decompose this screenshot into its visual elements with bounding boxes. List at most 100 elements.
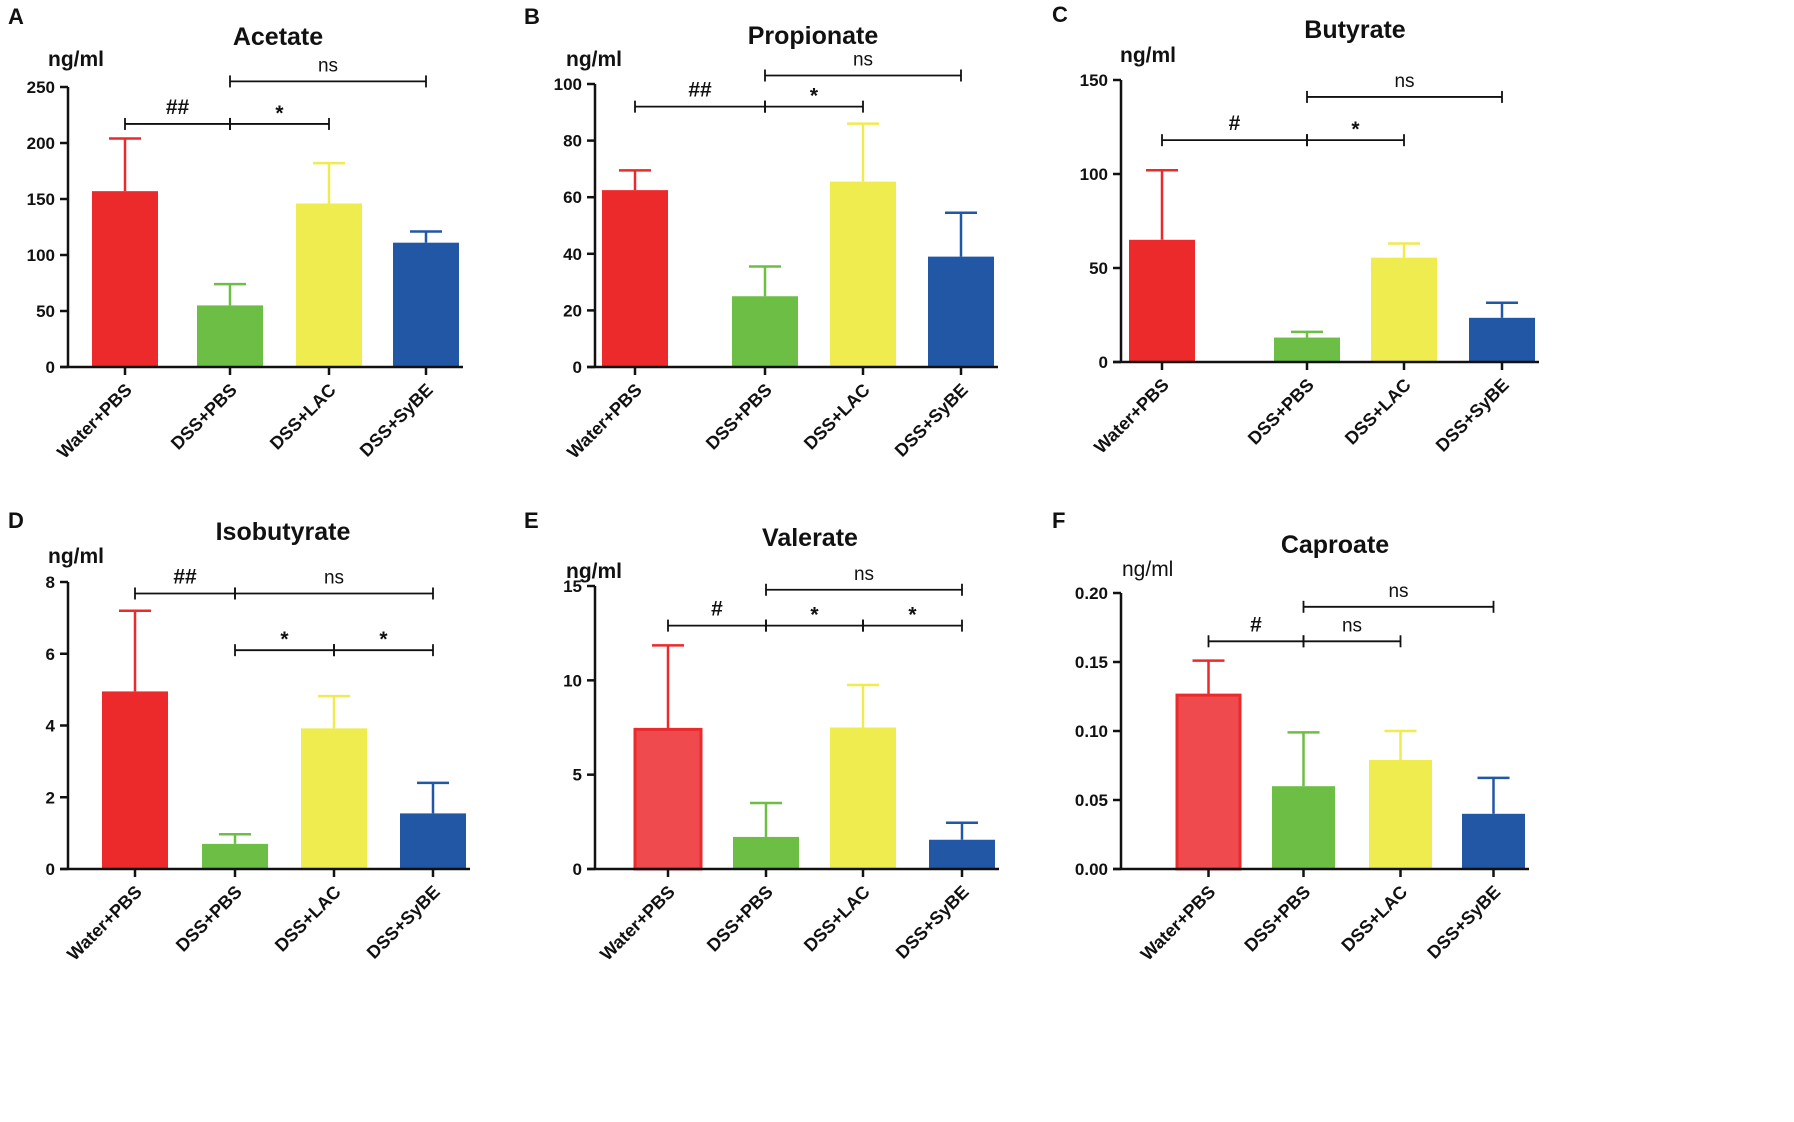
panel-c-y-tick-label-0: 0 bbox=[1099, 353, 1108, 372]
panel-d-isobutyrate-chart: D Isobutyrate ng/ml 0 2 4 6 8 Water+PBS DSS+PBS DS… bbox=[8, 508, 470, 964]
panel-b-bar-3 bbox=[928, 256, 994, 367]
panel-a-title: Acetate bbox=[233, 23, 323, 51]
panel-f-bar-2 bbox=[1369, 759, 1432, 869]
panel-d-significance-label-1: ns bbox=[324, 567, 344, 588]
panel-b-significance-bracket-2: ns bbox=[764, 50, 962, 82]
panel-f-y-tick-label-0: 0.00 bbox=[1075, 860, 1108, 879]
panel-e-significance-bracket-0: # bbox=[667, 598, 767, 632]
panel-c-butyrate-chart: C Butyrate ng/ml 0 50 100 150 Water+PBS DSS+PBS D… bbox=[1052, 2, 1539, 457]
panel-b-y-tick-label-2: 40 bbox=[563, 245, 582, 264]
panel-f-x-label-1: DSS+PBS bbox=[1240, 882, 1314, 956]
panel-b-significance-label-0: ## bbox=[688, 79, 712, 102]
panel-d-y-tick-label-4: 8 bbox=[46, 573, 55, 592]
panel-c-letter: C bbox=[1052, 2, 1068, 27]
panel-e-bar-0 bbox=[633, 727, 703, 871]
panel-e-significance-label-3: ns bbox=[854, 564, 874, 585]
panel-b-y-tick-label-0: 0 bbox=[573, 358, 582, 377]
panel-a-significance-label-1: * bbox=[275, 102, 284, 125]
panel-b-y-tick-label-4: 80 bbox=[563, 132, 582, 151]
panel-b-bar-1 bbox=[732, 296, 798, 367]
panel-e-y-tick-label-0: 0 bbox=[573, 860, 582, 879]
panel-f-x-label-0: Water+PBS bbox=[1137, 882, 1220, 965]
panel-b-y-tick-label-5: 100 bbox=[554, 75, 582, 94]
panel-b-x-label-3: DSS+SyBE bbox=[891, 380, 972, 461]
panel-e-y-tick-label-3: 15 bbox=[563, 577, 582, 596]
panel-f-caproate-chart: F Caproate ng/ml 0.00 0.05 0.10 0.15 0.20 Water+… bbox=[1052, 508, 1529, 964]
panel-c-significance-label-0: # bbox=[1229, 112, 1241, 135]
panel-f-significance-label-1: ns bbox=[1342, 615, 1362, 636]
panel-e-x-label-2: DSS+LAC bbox=[800, 882, 874, 956]
panel-a-x-label-3: DSS+SyBE bbox=[356, 380, 437, 461]
panel-d-x-label-3: DSS+SyBE bbox=[363, 882, 444, 963]
panel-f-title: Caproate bbox=[1281, 531, 1389, 559]
panel-b-significance-bracket-0: ## bbox=[634, 79, 766, 113]
panel-a-significance-bracket-0: ## bbox=[124, 96, 231, 130]
panel-e-y-tick-label-1: 5 bbox=[573, 766, 582, 785]
panel-f-y-tick-label-2: 0.10 bbox=[1075, 722, 1108, 741]
panel-d-letter: D bbox=[8, 508, 24, 533]
panel-a-x-label-1: DSS+PBS bbox=[167, 380, 241, 454]
panel-c-x-label-0: Water+PBS bbox=[1090, 375, 1173, 458]
panel-f-y-unit-label: ng/ml bbox=[1122, 558, 1173, 581]
panel-c-significance-bracket-1: * bbox=[1306, 118, 1405, 147]
panel-d-y-tick-label-1: 2 bbox=[46, 788, 55, 807]
panel-b-significance-bracket-1: * bbox=[764, 85, 864, 113]
panel-e-significance-bracket-3: ns bbox=[765, 564, 963, 596]
panel-f-significance-bracket-0: # bbox=[1207, 613, 1305, 648]
panel-c-y-tick-label-3: 150 bbox=[1080, 71, 1108, 90]
panel-c-y-unit-label: ng/ml bbox=[1120, 44, 1176, 67]
panel-c-bar-3 bbox=[1469, 317, 1535, 362]
panel-b-propionate-chart: B Propionate ng/ml 0 20 40 60 80 100 Water+PBS DSS… bbox=[524, 4, 998, 462]
panel-b-bar-2 bbox=[830, 181, 896, 367]
panel-a-letter: A bbox=[8, 4, 24, 29]
panel-e-significance-bracket-2: * bbox=[862, 604, 963, 632]
panel-c-x-label-1: DSS+PBS bbox=[1244, 375, 1318, 449]
panel-d-significance-bracket-1: ns bbox=[234, 567, 434, 600]
panel-d-x-label-0: Water+PBS bbox=[63, 882, 146, 965]
panel-d-bar-0 bbox=[102, 691, 168, 869]
panel-b-x-label-1: DSS+PBS bbox=[702, 380, 776, 454]
panel-a-bar-1 bbox=[197, 305, 263, 367]
panel-f-significance-label-0: # bbox=[1250, 613, 1262, 636]
panel-b-letter: B bbox=[524, 4, 540, 29]
panel-f-significance-label-2: ns bbox=[1388, 581, 1408, 602]
panel-e-significance-label-1: * bbox=[810, 604, 819, 627]
panel-f-bar-3 bbox=[1462, 813, 1525, 869]
panel-a-significance-bracket-1: * bbox=[229, 102, 330, 130]
panel-e-x-label-3: DSS+SyBE bbox=[892, 882, 973, 963]
panel-a-bar-0 bbox=[92, 191, 158, 367]
panel-b-y-tick-label-1: 20 bbox=[563, 301, 582, 320]
panel-c-significance-bracket-2: ns bbox=[1306, 71, 1503, 103]
panel-f-y-tick-label-4: 0.20 bbox=[1075, 584, 1108, 603]
panel-e-y-tick-label-2: 10 bbox=[563, 671, 582, 690]
panel-c-significance-bracket-0: # bbox=[1161, 112, 1308, 147]
panel-c-x-label-3: DSS+SyBE bbox=[1432, 375, 1513, 456]
panel-c-significance-label-2: ns bbox=[1394, 71, 1414, 92]
panel-d-significance-bracket-0: ## bbox=[134, 565, 236, 600]
panel-e-y-unit-label: ng/ml bbox=[566, 560, 622, 583]
panel-d-y-tick-label-3: 6 bbox=[46, 645, 55, 664]
panel-c-significance-label-1: * bbox=[1351, 118, 1360, 141]
panel-a-significance-bracket-2: ns bbox=[229, 55, 427, 88]
panel-d-bar-2 bbox=[301, 728, 367, 869]
panel-d-significance-bracket-2: * bbox=[234, 628, 335, 657]
panel-a-significance-label-0: ## bbox=[166, 96, 190, 119]
panel-e-significance-bracket-1: * bbox=[765, 604, 864, 632]
panel-b-significance-label-1: * bbox=[810, 85, 819, 108]
panel-b-x-label-2: DSS+LAC bbox=[800, 380, 874, 454]
panel-a-bar-3 bbox=[393, 242, 459, 367]
panel-a-y-tick-label-5: 250 bbox=[27, 78, 55, 97]
panel-a-y-tick-label-4: 200 bbox=[27, 134, 55, 153]
panel-e-bar-3 bbox=[929, 839, 995, 869]
panel-e-valerate-chart: E Valerate ng/ml 0 5 10 15 Water+PBS DSS+PBS DSS+… bbox=[524, 508, 999, 964]
panel-a-significance-label-2: ns bbox=[318, 55, 338, 76]
panel-d-x-label-2: DSS+LAC bbox=[271, 882, 345, 956]
panel-f-bar-1 bbox=[1272, 786, 1335, 869]
panel-a-y-tick-label-2: 100 bbox=[27, 246, 55, 265]
panel-a-y-tick-label-3: 150 bbox=[27, 190, 55, 209]
panel-d-title: Isobutyrate bbox=[216, 518, 351, 546]
panel-d-significance-label-3: * bbox=[379, 628, 388, 651]
panel-e-letter: E bbox=[524, 508, 539, 533]
panel-e-title: Valerate bbox=[762, 524, 858, 552]
